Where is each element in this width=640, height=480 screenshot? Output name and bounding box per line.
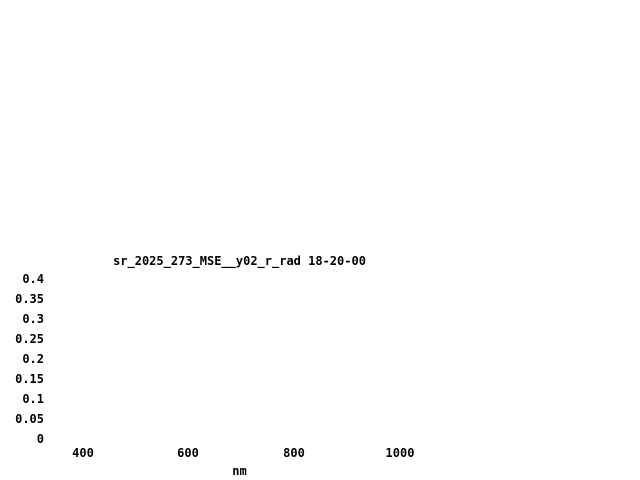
x-axis-label: nm <box>232 464 247 478</box>
y-tick-label: 0.35 <box>15 292 44 306</box>
chart-title: sr_2025_273_MSE__y02_r_rad 18-20-00 <box>113 254 366 268</box>
x-tick-label: 600 <box>177 446 199 460</box>
y-tick-label: 0.25 <box>15 332 44 346</box>
x-tick-label: 400 <box>72 446 94 460</box>
y-tick-label: 0.4 <box>22 272 44 286</box>
y-tick-label: 0.1 <box>22 392 44 406</box>
x-tick-label: 800 <box>283 446 305 460</box>
y-tick-label: 0.15 <box>15 372 44 386</box>
y-tick-label: 0 <box>36 432 44 446</box>
x-tick-label: 1000 <box>385 446 415 460</box>
y-tick-label: 0.3 <box>22 312 44 326</box>
y-tick-label: 0.2 <box>22 352 44 366</box>
plot-area <box>0 240 640 480</box>
y-tick-label: 0.05 <box>15 412 44 426</box>
